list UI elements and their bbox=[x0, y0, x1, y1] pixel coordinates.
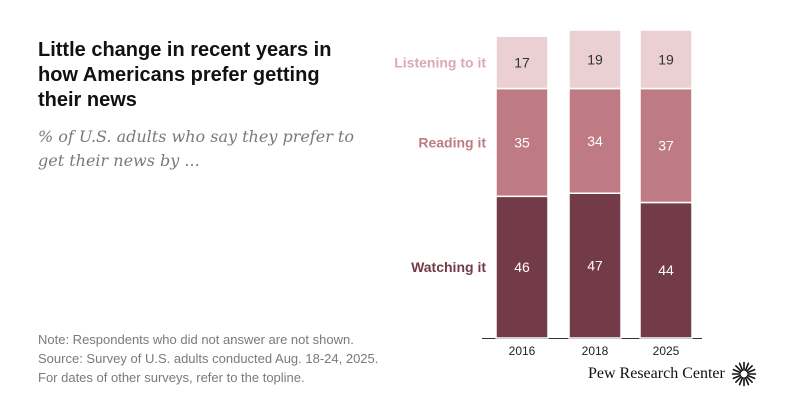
sunburst-ray bbox=[746, 368, 756, 374]
sunburst-ray bbox=[744, 376, 750, 386]
data-label-watching-2016: 46 bbox=[514, 259, 530, 275]
data-label-reading-2018: 34 bbox=[587, 133, 603, 149]
brand-name: Pew Research Center bbox=[588, 365, 725, 382]
bar-reading-2025 bbox=[639, 87, 693, 204]
sunburst-ray bbox=[745, 376, 753, 383]
data-label-reading-2016: 35 bbox=[514, 134, 530, 150]
source-text: Source: Survey of U.S. adults conducted … bbox=[38, 351, 379, 385]
chart-note: Note: Respondents who did not answer are… bbox=[38, 330, 398, 387]
pew-logo: Pew Research Center bbox=[588, 360, 757, 388]
series-label-reading: Reading it bbox=[418, 134, 486, 150]
data-label-listening-2025: 19 bbox=[658, 51, 674, 67]
bar-watching-2025 bbox=[639, 201, 693, 339]
data-label-listening-2016: 17 bbox=[514, 54, 530, 70]
note-text: Note: Respondents who did not answer are… bbox=[38, 332, 354, 347]
sunburst-ray bbox=[738, 362, 744, 372]
x-tick-label-2016: 2016 bbox=[509, 344, 536, 358]
chart-subtitle: % of U.S. adults who say they prefer to … bbox=[38, 127, 354, 170]
x-tick-label-2018: 2018 bbox=[582, 344, 609, 358]
sunburst-ray bbox=[732, 374, 741, 380]
bar-listening-2018 bbox=[568, 29, 622, 90]
sunburst-ray bbox=[734, 365, 742, 372]
data-label-listening-2018: 19 bbox=[587, 51, 603, 67]
sunburst-ray bbox=[746, 374, 756, 380]
chart-title: Little change in recent years in how Ame… bbox=[38, 39, 332, 111]
sunburst-ray bbox=[732, 368, 741, 374]
data-label-reading-2025: 37 bbox=[658, 138, 674, 154]
series-label-watching: Watching it bbox=[411, 259, 486, 275]
data-label-watching-2018: 47 bbox=[587, 258, 603, 274]
bar-watching-2018 bbox=[568, 192, 622, 339]
bar-reading-2016 bbox=[495, 87, 549, 198]
bar-listening-2016 bbox=[495, 35, 549, 90]
series-label-listening: Listening to it bbox=[394, 54, 486, 70]
sunburst-icon bbox=[731, 361, 757, 387]
bar-listening-2025 bbox=[639, 29, 693, 90]
sunburst-ray bbox=[745, 365, 753, 372]
data-label-watching-2025: 44 bbox=[658, 262, 674, 278]
x-tick-label-2025: 2025 bbox=[653, 344, 680, 358]
sunburst-ray bbox=[734, 376, 742, 383]
sunburst-ray bbox=[744, 362, 750, 372]
bar-watching-2016 bbox=[495, 195, 549, 339]
sunburst-ray bbox=[738, 376, 744, 386]
